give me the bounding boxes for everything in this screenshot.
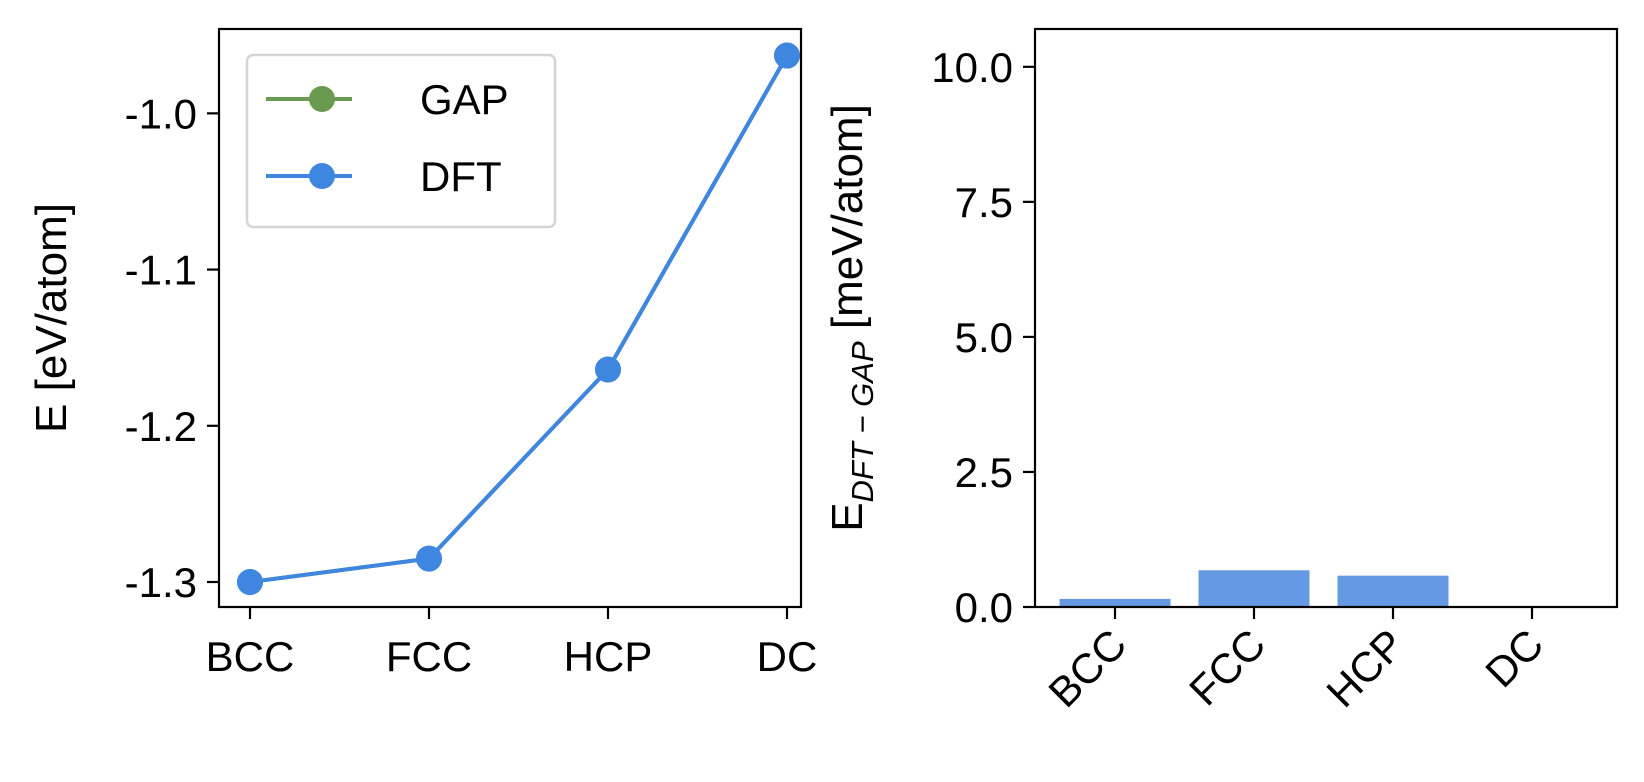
- legend: GAP DFT: [245, 53, 557, 229]
- data-point-dft-bcc: [237, 569, 263, 596]
- line-chart-ticks: BCC FCC HCP DC -1.3 -1.2 -1.1 -1.0: [125, 90, 818, 680]
- bar-fcc: [1198, 570, 1310, 607]
- legend-marker-gap: [309, 86, 335, 112]
- y-tick-label: -1.3: [125, 559, 197, 606]
- line-chart-frame: [217, 27, 803, 609]
- legend-entry-gap: GAP: [266, 76, 509, 123]
- legend-label-dft: DFT: [420, 153, 502, 200]
- data-point-dft-fcc: [416, 545, 442, 572]
- y-tick-label: -1.1: [125, 247, 197, 294]
- x-tick-label-bcc: BCC: [1039, 620, 1135, 716]
- y-tick-label: 5.0: [955, 314, 1013, 361]
- bar-chart-marks: [1059, 570, 1449, 607]
- x-tick-label-hcp: HCP: [1317, 620, 1413, 716]
- bar-chart-ylabel-rest: [meV/atom]: [823, 104, 872, 341]
- line-chart-ylabel: E [eV/atom]: [27, 203, 76, 433]
- legend-frame: [245, 53, 557, 229]
- x-tick-label-dc: DC: [757, 633, 818, 680]
- y-tick-label: 10.0: [931, 44, 1013, 91]
- bar-chart-ylabel-sub: DFT − GAP: [845, 341, 880, 502]
- x-tick-label-fcc: FCC: [386, 633, 472, 680]
- y-tick-label: -1.0: [125, 90, 197, 137]
- bar-chart-ticks: BCC FCC HCP DC 0.0 2.5 5.0 7.5 10.0: [931, 44, 1552, 716]
- data-point-dft-dc: [774, 42, 800, 69]
- line-chart-panel: BCC FCC HCP DC-1.3-1.2-1.1-1.0 E [eV/atom] …: [27, 27, 818, 680]
- bar-chart-frame: [1033, 27, 1619, 609]
- bar-chart-ylabel-main: E: [823, 502, 872, 531]
- series-line-dft: [249, 54, 789, 584]
- data-point-dft-hcp: [595, 356, 621, 383]
- bar-chart-panel: BCC FCC HCP DC 0.0 2.5 5.0 7.5 10.0 EDFT − GAP […: [823, 27, 1619, 716]
- x-tick-label-fcc: FCC: [1180, 620, 1274, 714]
- bar-hcp: [1337, 575, 1449, 607]
- y-tick-label: -1.2: [125, 403, 197, 450]
- line-chart-marks: [237, 42, 800, 596]
- x-tick-label-dc: DC: [1476, 620, 1552, 696]
- bar-bcc: [1059, 598, 1171, 607]
- x-tick-label-bcc: BCC: [206, 633, 295, 680]
- y-tick-label: 0.0: [955, 584, 1013, 631]
- y-tick-label: 7.5: [955, 179, 1013, 226]
- legend-marker-dft: [309, 163, 335, 189]
- x-tick-label-hcp: HCP: [564, 633, 653, 680]
- legend-entry-dft: DFT: [266, 153, 502, 200]
- bar-chart-ylabel: EDFT − GAP [meV/atom]: [823, 104, 880, 532]
- legend-label-gap: GAP: [420, 76, 509, 123]
- y-tick-label: 2.5: [955, 449, 1013, 496]
